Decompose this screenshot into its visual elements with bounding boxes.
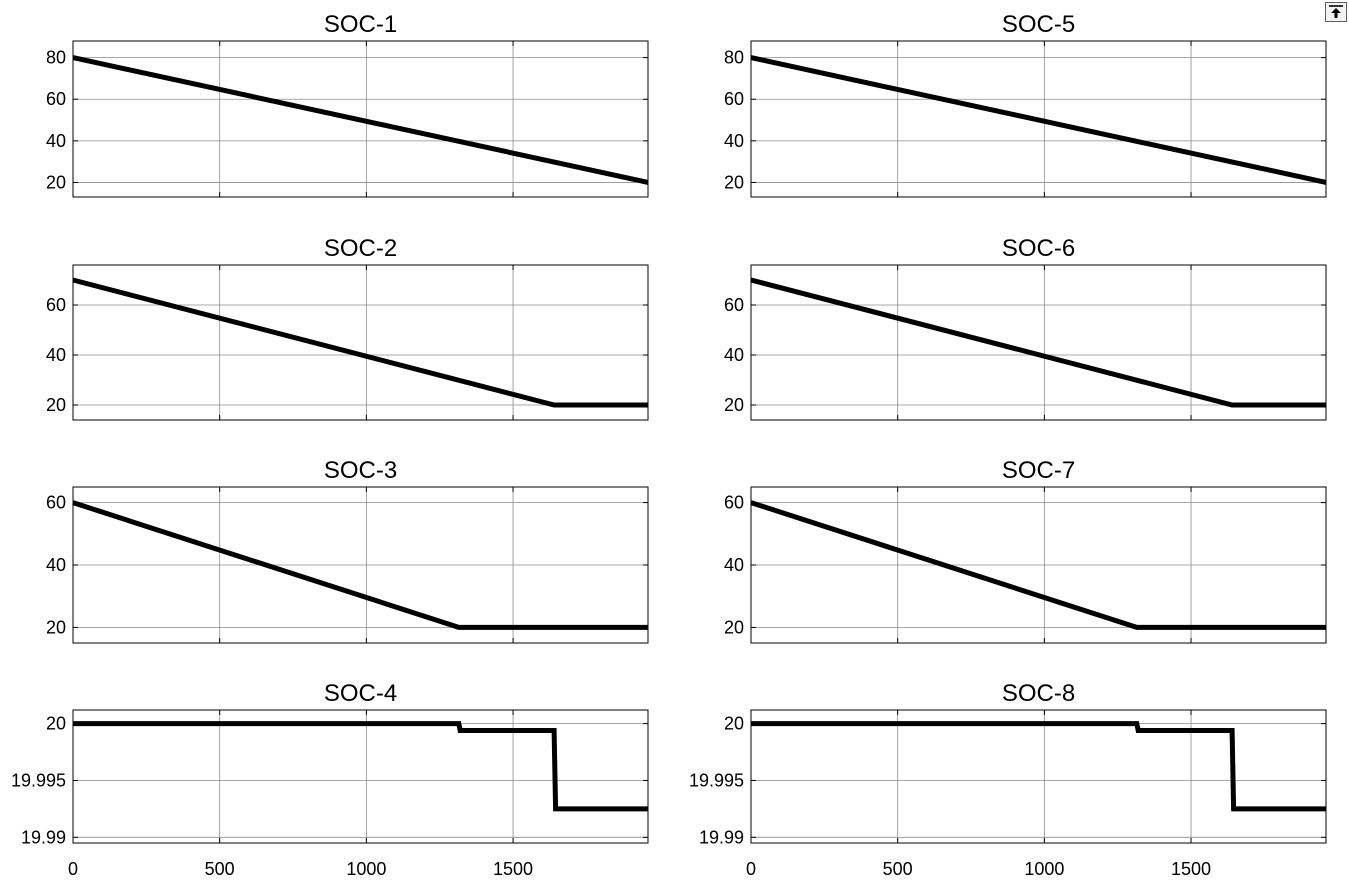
y-tick-label: 60 — [46, 89, 66, 109]
chart-title: SOC-7 — [1002, 457, 1075, 484]
y-tick-label: 20 — [46, 172, 66, 192]
axes-soc-2: 20 40 60 SOC-2 — [46, 235, 649, 421]
axes-soc-4: 19.99 19.995 20 0 500 1000 1500 SOC-4 — [11, 680, 649, 879]
y-tick-label: 19.99 — [21, 827, 66, 847]
y-tick-label: 20 — [46, 395, 66, 415]
x-tick-label: 1000 — [1024, 859, 1064, 879]
chart-title: SOC-4 — [324, 680, 397, 707]
axes-soc-5: 20 40 60 80 SOC-5 — [724, 11, 1327, 198]
y-tick-label: 20 — [724, 714, 744, 734]
series-line — [750, 55, 1327, 185]
axes-soc-3: 20 40 60 SOC-3 — [46, 457, 649, 644]
series-line — [750, 277, 1326, 408]
y-tick-label: 19.995 — [11, 770, 66, 790]
y-tick-label: 80 — [46, 48, 66, 68]
series-line — [72, 277, 648, 408]
y-tick-label: 40 — [46, 555, 66, 575]
series-line — [72, 500, 648, 630]
x-tick-label: 1500 — [493, 859, 533, 879]
axes-soc-7: 20 40 60 SOC-7 — [724, 457, 1327, 644]
series-line — [750, 500, 1326, 630]
plot-area — [750, 709, 1327, 844]
chart-title: SOC-3 — [324, 457, 397, 484]
x-tick-label: 0 — [746, 859, 756, 879]
series-line — [72, 55, 649, 185]
y-tick-label: 40 — [46, 345, 66, 365]
plot-area — [72, 709, 649, 844]
y-tick-label: 60 — [724, 89, 744, 109]
x-tick-label: 1500 — [1171, 859, 1211, 879]
y-tick-label: 40 — [724, 555, 744, 575]
series-line — [751, 721, 1326, 812]
series-line — [73, 721, 648, 812]
y-tick-label: 20 — [46, 714, 66, 734]
chart-title: SOC-5 — [1002, 11, 1075, 38]
y-tick-label: 19.995 — [689, 770, 744, 790]
chart-title: SOC-1 — [324, 11, 397, 38]
x-tick-label: 0 — [68, 859, 78, 879]
plot-area — [72, 264, 649, 421]
y-tick-label: 20 — [724, 395, 744, 415]
y-tick-label: 20 — [724, 172, 744, 192]
y-tick-label: 19.99 — [699, 827, 744, 847]
y-tick-label: 40 — [724, 345, 744, 365]
y-tick-label: 60 — [46, 493, 66, 513]
y-tick-label: 20 — [724, 617, 744, 637]
axes-soc-8: 19.99 19.995 20 0 500 1000 1500 SOC-8 — [689, 680, 1327, 879]
plot-area — [750, 264, 1327, 421]
chart-title: SOC-2 — [324, 235, 397, 262]
chart-title: SOC-6 — [1002, 235, 1075, 262]
y-tick-label: 20 — [46, 617, 66, 637]
y-tick-label: 60 — [724, 493, 744, 513]
y-tick-label: 40 — [724, 131, 744, 151]
axes-soc-1: 20 40 60 80 SOC-1 — [46, 11, 649, 198]
x-tick-label: 1000 — [346, 859, 386, 879]
axes-soc-6: 20 40 60 SOC-6 — [724, 235, 1327, 421]
x-tick-label: 500 — [883, 859, 913, 879]
chart-title: SOC-8 — [1002, 680, 1075, 707]
export-button[interactable] — [1325, 2, 1347, 22]
y-tick-label: 40 — [46, 131, 66, 151]
y-tick-label: 60 — [46, 295, 66, 315]
y-tick-label: 60 — [724, 295, 744, 315]
export-icon — [1329, 5, 1343, 18]
x-tick-label: 500 — [205, 859, 235, 879]
y-tick-label: 80 — [724, 48, 744, 68]
